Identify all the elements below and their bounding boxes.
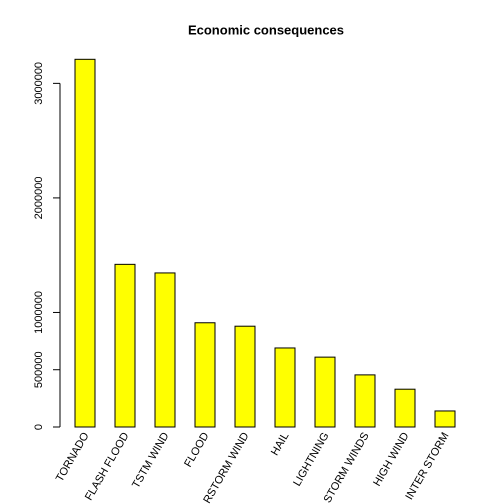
x-tick-label: STORM WINDS: [322, 431, 372, 504]
x-tick-label: RSTORM WIND: [201, 430, 251, 504]
x-tick-label: HAIL: [269, 431, 292, 458]
x-tick-label: INTER STORM: [403, 431, 451, 502]
x-tick-label: FLASH FLOOD: [83, 430, 132, 502]
bar: [354, 374, 376, 428]
bar: [394, 388, 416, 428]
x-tick-label: HIGH WIND: [371, 430, 411, 488]
y-tick-label: 500000: [33, 351, 45, 388]
x-tick-label: TSTM WIND: [130, 430, 172, 490]
y-tick-label: 2000000: [33, 176, 45, 219]
x-tick-label: LIGHTNING: [291, 431, 331, 489]
bar: [314, 356, 336, 428]
bar: [274, 347, 296, 428]
bar: [154, 272, 176, 428]
y-tick-label: 1000000: [33, 291, 45, 334]
bar: [114, 263, 136, 428]
chart-title: Economic consequences: [188, 22, 344, 37]
bar: [194, 322, 216, 428]
bar: [234, 325, 256, 428]
y-tick-label: 3000000: [33, 62, 45, 105]
bar: [434, 410, 456, 428]
x-tick-label: FLOOD: [182, 430, 211, 469]
y-tick-label: 0: [33, 424, 45, 430]
x-tick-label: TORNADO: [54, 430, 92, 484]
bar: [74, 58, 96, 428]
